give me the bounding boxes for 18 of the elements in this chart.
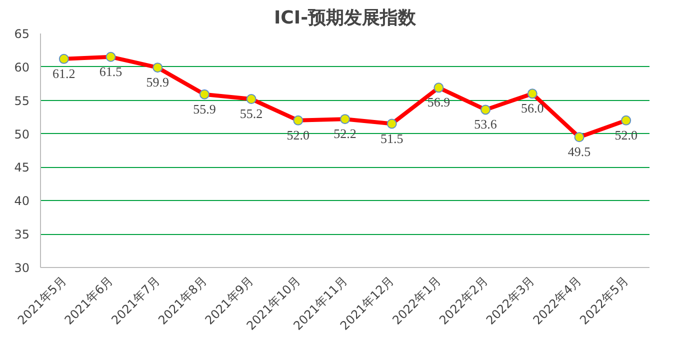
y-tick-label: 35 <box>14 228 30 242</box>
data-label: 61.5 <box>99 64 122 79</box>
y-tick-label: 55 <box>14 94 30 108</box>
data-label: 59.9 <box>146 74 169 90</box>
y-tick-label: 30 <box>14 261 30 275</box>
y-tick-label: 50 <box>14 127 30 142</box>
y-tick-label: 45 <box>14 160 30 175</box>
y-tick-label: 65 <box>14 27 30 41</box>
data-label: 55.2 <box>240 106 263 122</box>
y-tick-label: 60 <box>14 60 30 74</box>
data-label: 49.5 <box>568 144 591 160</box>
data-label: 55.9 <box>193 101 216 116</box>
data-label: 56.0 <box>521 100 544 116</box>
data-label: 51.5 <box>380 130 404 146</box>
data-label: 53.6 <box>474 116 498 132</box>
chart-title: ICI-预期发展指数 <box>274 8 418 28</box>
y-tick-label: 40 <box>14 194 30 208</box>
data-label: 61.2 <box>52 66 76 81</box>
